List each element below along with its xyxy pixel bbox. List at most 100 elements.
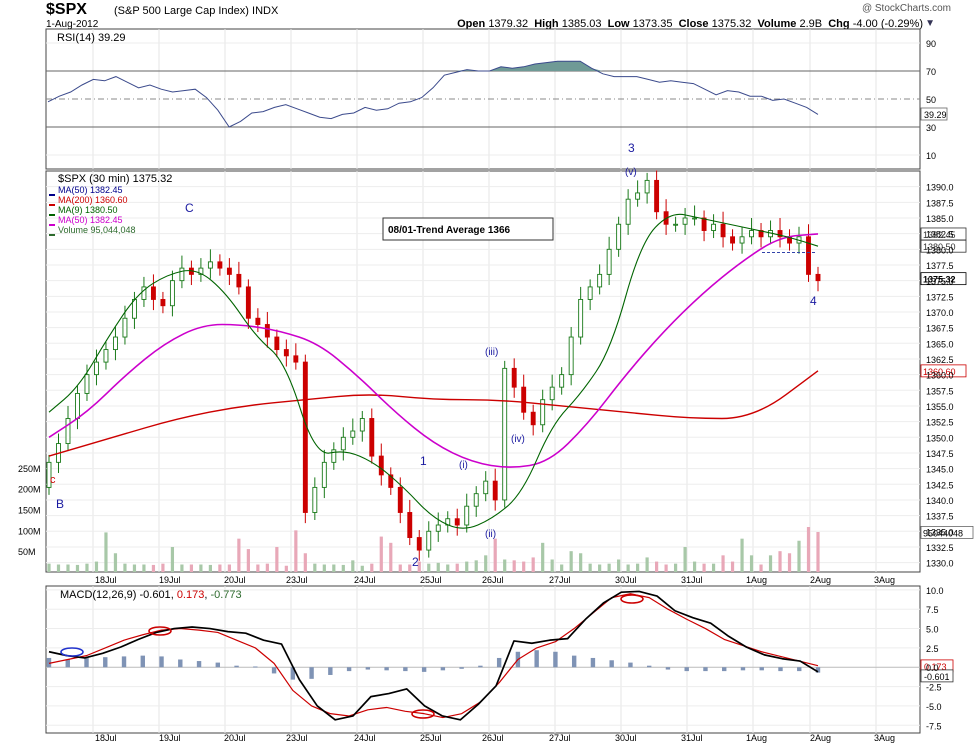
candle-body (454, 518, 460, 526)
macd-histogram-bar (65, 659, 70, 668)
index-full-name: (S&P 500 Large Cap Index) (114, 5, 249, 17)
crossover-marker (620, 594, 644, 604)
candle-body (530, 411, 536, 426)
volume-bar (512, 560, 516, 572)
volume-bar (560, 564, 564, 572)
candle-body (179, 267, 185, 282)
volume-bar (417, 561, 421, 572)
candle-body (94, 361, 99, 376)
x-tick-label: 23Jul (286, 575, 308, 585)
wave-label-2: 2 (412, 555, 419, 569)
x-tick-label-bottom: 2Aug (810, 733, 831, 743)
volume-bar (787, 553, 792, 572)
candle-body (635, 192, 641, 200)
macd-histogram-bar (234, 665, 239, 668)
macd-histogram-bar (740, 667, 746, 671)
macd-histogram-bar (665, 667, 671, 670)
candle-body (568, 336, 574, 376)
x-tick-label: 1Aug (746, 575, 767, 585)
rsi-chart: 39.29 (47, 60, 948, 128)
close-value: 1375.32 (711, 18, 752, 30)
volume-label: Volume (757, 18, 797, 30)
volume-bar (702, 563, 706, 572)
volume-bar (797, 540, 801, 572)
candle-body (464, 505, 470, 526)
volume-bar (104, 532, 108, 572)
candle-body (606, 248, 612, 275)
volume-bar (398, 564, 402, 572)
price-tick-label: 1337.5 (926, 512, 954, 522)
x-tick-label: 26Jul (482, 575, 504, 585)
macd-tick-label: 5.0 (926, 625, 939, 635)
volume-bar (636, 563, 640, 572)
candle-body (312, 486, 318, 513)
price-tick-label: 1365.0 (926, 339, 954, 349)
x-tick-label-bottom: 26Jul (482, 733, 504, 743)
volume-bar (692, 561, 697, 572)
candle-body (359, 418, 365, 432)
x-tick-label: 25Jul (420, 575, 442, 585)
volume-bar (151, 564, 156, 572)
candle-body (549, 386, 555, 401)
candle-body (559, 374, 565, 388)
candle-body (255, 317, 261, 325)
volume-bar (294, 530, 298, 572)
volume-bar (768, 555, 773, 572)
candle-body (701, 217, 707, 231)
candle-body (65, 418, 71, 445)
macd-sep-1: , (171, 589, 177, 601)
macd-line (48, 590, 819, 721)
x-tick-label: 18Jul (95, 575, 117, 585)
price-tick-label: 1367.5 (926, 324, 954, 334)
x-tick-label: 20Jul (224, 575, 246, 585)
macd-signal-badge: 0.173 (924, 662, 947, 672)
ma50-line (48, 233, 819, 468)
price-tick-label: 1370.0 (926, 308, 954, 318)
volume-bar (607, 563, 611, 572)
volume-bar (303, 553, 307, 572)
rsi-tick-label: 30 (926, 123, 936, 133)
volume-bar (550, 559, 554, 572)
candle-body (616, 223, 622, 250)
macd-histogram-bar (815, 667, 821, 673)
volume-bar (189, 564, 194, 572)
candle-body (540, 399, 546, 426)
candle-body (416, 537, 422, 551)
ma9-line (48, 213, 819, 529)
volume-bar (778, 551, 782, 572)
volume-tick-label: 150M (18, 506, 41, 516)
volume-bar (237, 538, 241, 572)
macd-label-macd: -0.601 (139, 589, 170, 601)
high-value: 1385.03 (561, 18, 602, 30)
ma50-badge: 1382.45 (923, 230, 956, 240)
candle-body (692, 217, 698, 220)
wave-label-iv: (iv) (511, 434, 525, 445)
macd-label-name: MACD(12,26,9) (60, 589, 136, 601)
candle-body (207, 261, 213, 269)
x-tick-label-bottom: 25Jul (420, 733, 442, 743)
volume-bar (436, 562, 440, 572)
price-tick-label: 1335.0 (926, 527, 954, 537)
ma200-badge-box (920, 364, 967, 378)
candle-body (720, 223, 726, 238)
price-tick-label: 1340.0 (926, 496, 954, 506)
candle-body (578, 298, 584, 338)
volume-bar (541, 542, 545, 572)
macd-histogram-bar (534, 650, 539, 668)
gridlines (46, 29, 920, 733)
volume-bar (683, 547, 687, 572)
trend-annotation-box (382, 217, 554, 241)
macd-histogram-bar (215, 662, 221, 668)
volume-bar (806, 527, 811, 572)
candle-body (644, 179, 650, 194)
rsi-current-badge: 39.29 (924, 110, 947, 120)
volume-bar (711, 563, 716, 572)
volume-bar (113, 553, 118, 572)
volume-bar (332, 564, 336, 572)
candle-body (141, 286, 147, 300)
x-tick-label: 24Jul (354, 575, 376, 585)
volume-bar (284, 565, 288, 572)
macd-histogram-bar (309, 667, 314, 679)
chevron-down-icon[interactable]: ▼ (925, 18, 935, 29)
